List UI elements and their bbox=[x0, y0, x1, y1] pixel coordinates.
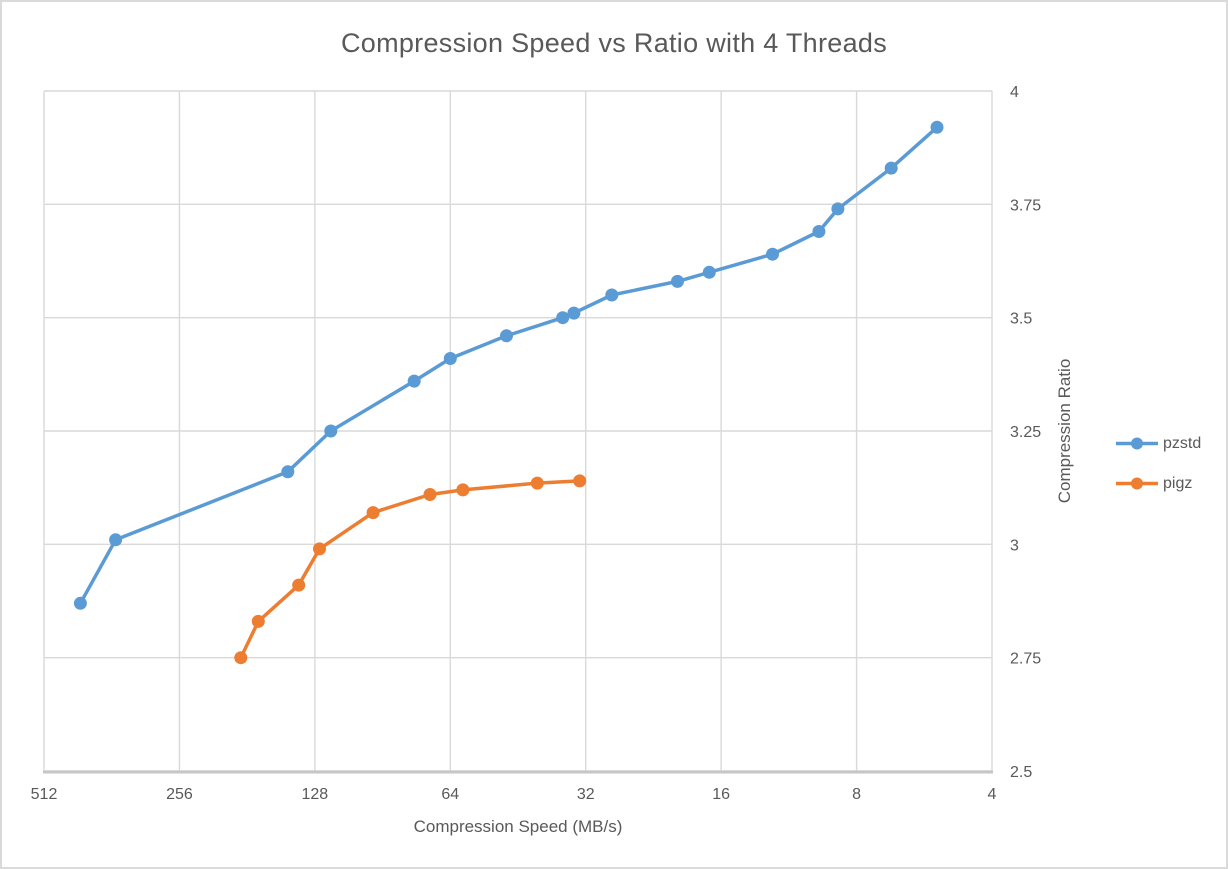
series-pzstd-point bbox=[500, 329, 513, 343]
series-pzstd-point bbox=[407, 374, 421, 388]
series-pzstd-point bbox=[884, 161, 898, 175]
y-tick-label: 3 bbox=[1010, 537, 1019, 554]
series-pzstd-point bbox=[702, 265, 716, 279]
x-tick-label: 64 bbox=[441, 786, 459, 803]
legend-marker-icon bbox=[1116, 477, 1158, 490]
x-tick-label: 512 bbox=[31, 786, 58, 803]
series-pzstd-point bbox=[443, 352, 457, 365]
series-pigz-point bbox=[456, 483, 470, 497]
legend-marker-icon bbox=[1116, 437, 1158, 450]
series-pzstd-point bbox=[766, 247, 779, 261]
x-tick-label: 128 bbox=[302, 786, 329, 803]
series-pigz-point bbox=[313, 542, 326, 556]
series-pigz-point bbox=[366, 506, 380, 520]
series-pigz-point bbox=[234, 651, 248, 665]
series-pigz-point bbox=[423, 488, 437, 501]
series-pzstd-point bbox=[605, 288, 619, 302]
x-tick-label: 16 bbox=[712, 786, 730, 803]
x-tick-label: 32 bbox=[577, 786, 595, 803]
series-pigz-point bbox=[292, 578, 306, 592]
series-pzstd-point bbox=[109, 533, 123, 547]
series-pzstd-point bbox=[567, 306, 581, 320]
y-axis-title: Compression Ratio bbox=[1055, 358, 1074, 504]
x-tick-label: 256 bbox=[166, 786, 193, 803]
x-axis-title: Compression Speed (MB/s) bbox=[413, 817, 623, 836]
series-pigz-point bbox=[530, 476, 544, 490]
series-pigz-line bbox=[239, 479, 582, 660]
y-tick-label: 4 bbox=[1010, 84, 1019, 101]
series-pzstd-point bbox=[831, 202, 845, 216]
series-pigz-point bbox=[251, 614, 265, 628]
x-tick-label: 8 bbox=[852, 786, 861, 803]
y-tick-label: 2.75 bbox=[1010, 651, 1041, 668]
legend: pzstd pigz bbox=[1114, 433, 1201, 494]
series-pzstd-point bbox=[930, 120, 944, 134]
y-tick-label: 3.25 bbox=[1010, 424, 1041, 441]
series-pzstd-point bbox=[812, 225, 826, 238]
legend-item-pigz: pigz bbox=[1114, 473, 1201, 494]
legend-item-pzstd: pzstd bbox=[1114, 433, 1201, 454]
x-tick-label: 4 bbox=[988, 786, 997, 803]
legend-label: pzstd bbox=[1163, 434, 1202, 452]
chart-title: Compression Speed vs Ratio with 4 Thread… bbox=[340, 28, 888, 58]
series-pzstd-point bbox=[556, 311, 570, 325]
series-pzstd-point bbox=[324, 424, 338, 438]
series-pzstd-point bbox=[281, 465, 295, 479]
series-pzstd-point bbox=[671, 274, 684, 288]
series-pigz-point bbox=[573, 474, 587, 488]
y-tick-label: 2.5 bbox=[1010, 764, 1032, 781]
y-tick-label: 3.5 bbox=[1010, 311, 1032, 328]
series-pzstd-point bbox=[73, 596, 87, 610]
y-tick-label: 3.75 bbox=[1010, 197, 1041, 214]
series-pzstd-line bbox=[78, 125, 939, 606]
legend-label: pigz bbox=[1163, 474, 1193, 492]
